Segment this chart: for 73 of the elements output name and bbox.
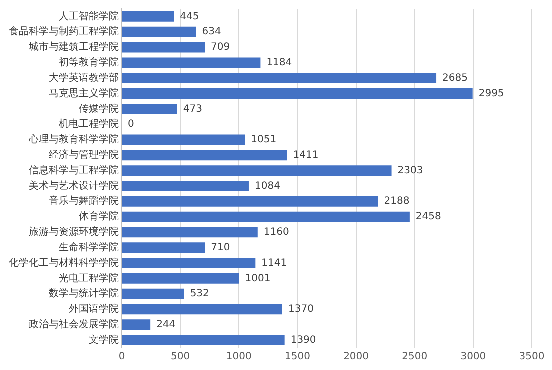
bar	[122, 104, 178, 114]
bar	[122, 288, 184, 300]
bar	[122, 134, 246, 146]
y-tick-label: 数学与统计学院	[49, 288, 119, 300]
y-tick-label: 化学化工与材料科学学院	[9, 256, 119, 269]
data-label: 1160	[264, 227, 290, 238]
y-tick-label: 传媒学院	[79, 102, 119, 115]
bar	[122, 150, 288, 161]
y-tick-label: 文学院	[89, 334, 119, 346]
y-tick-label: 外国语学院	[69, 303, 119, 316]
y-tick-label: 美术与艺术设计学院	[29, 180, 119, 192]
y-tick-label: 政治与社会发展学院	[29, 318, 119, 330]
bar	[122, 26, 196, 38]
bar	[122, 242, 206, 254]
bar	[122, 42, 206, 53]
bar	[122, 258, 256, 268]
bar	[122, 273, 240, 284]
data-label: 0	[128, 119, 134, 130]
data-label: 1390	[290, 334, 316, 346]
y-tick-label: 城市与建筑工程学院	[28, 41, 119, 54]
bar	[122, 12, 174, 22]
x-tick-label: 500	[171, 352, 190, 363]
x-tick-label: 3500	[519, 352, 545, 363]
bar	[122, 73, 437, 84]
y-tick-label: 初等教育学院	[59, 56, 119, 69]
data-label: 2995	[478, 88, 504, 100]
y-tick-label: 经济与管理学院	[49, 148, 119, 161]
data-label: 532	[190, 288, 210, 300]
y-tick-label: 生命科学学院	[59, 241, 119, 254]
data-label: 2458	[416, 212, 442, 223]
bar	[122, 58, 261, 68]
data-label: 2685	[442, 72, 468, 84]
data-label: 634	[202, 26, 222, 38]
x-tick-label: 0	[118, 352, 126, 363]
data-label: 1141	[262, 258, 288, 269]
y-tick-label: 食品科学与制药工程学院	[9, 26, 119, 38]
y-tick-label: 马克思主义学院	[49, 87, 119, 100]
bar	[122, 320, 151, 330]
data-label: 2188	[384, 196, 410, 208]
bar	[122, 181, 249, 192]
x-tick-label: 2000	[344, 352, 370, 363]
bar	[122, 88, 473, 99]
bar	[122, 166, 392, 176]
data-label: 2303	[398, 165, 424, 176]
x-tick-label: 1000	[226, 352, 252, 363]
y-tick-label: 信息科学与工程学院	[29, 164, 119, 176]
data-label: 710	[211, 242, 230, 254]
data-label: 1184	[266, 58, 292, 69]
data-label: 1370	[288, 304, 314, 316]
bar	[122, 335, 285, 346]
bar	[122, 227, 258, 238]
data-label: 445	[180, 11, 200, 22]
y-tick-label: 大学英语教学部	[49, 72, 119, 84]
bar	[122, 212, 410, 222]
y-tick-label: 心理与教育科学学院	[28, 134, 119, 146]
y-tick-label: 机电工程学院	[59, 118, 119, 130]
y-tick-label: 体育学院	[79, 210, 119, 223]
x-tick-label: 1500	[284, 352, 310, 363]
y-tick-label: 人工智能学院	[59, 10, 119, 22]
data-label: 1051	[251, 134, 277, 146]
bar	[122, 304, 282, 315]
x-tick-label: 3000	[460, 352, 486, 363]
x-tick-label: 2500	[402, 352, 428, 363]
y-tick-label: 光电工程学院	[59, 272, 119, 284]
bar	[122, 196, 378, 207]
data-label: 473	[183, 104, 202, 115]
data-label: 1411	[293, 150, 319, 161]
y-tick-label: 音乐与舞蹈学院	[49, 195, 119, 208]
y-tick-label: 旅游与资源环境学院	[29, 226, 119, 238]
data-label: 244	[156, 319, 176, 330]
data-label: 709	[211, 42, 230, 54]
data-label: 1084	[254, 180, 280, 192]
data-label: 1001	[245, 273, 271, 284]
